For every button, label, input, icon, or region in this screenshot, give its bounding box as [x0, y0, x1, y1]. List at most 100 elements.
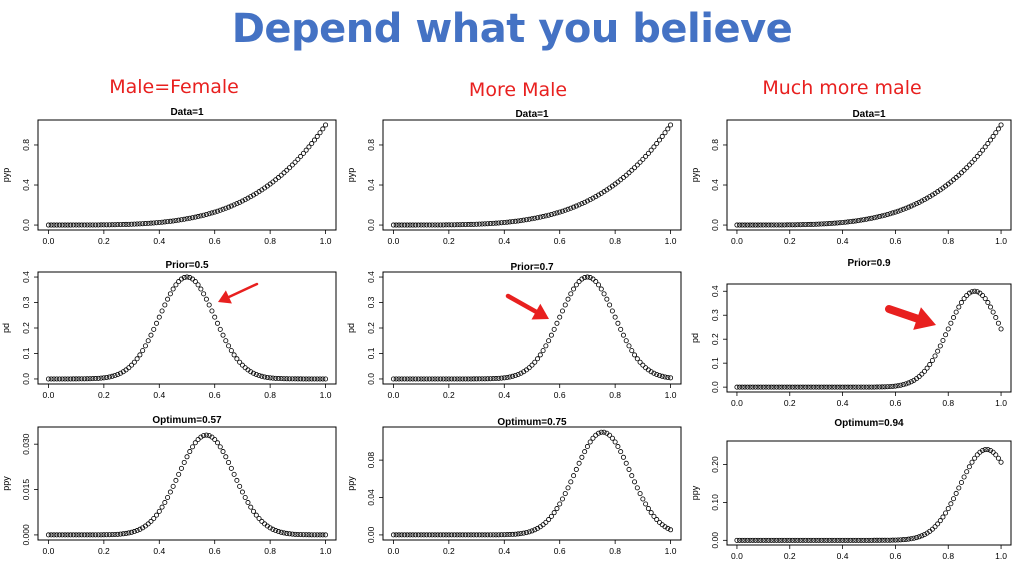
data-point	[840, 219, 846, 225]
data-point	[311, 137, 317, 143]
data-point	[615, 320, 621, 326]
data-point	[837, 384, 843, 390]
data-point	[390, 222, 396, 228]
data-point	[521, 530, 527, 536]
data-point	[181, 216, 187, 222]
data-point	[752, 537, 758, 543]
data-point	[45, 222, 51, 228]
data-point	[869, 215, 875, 221]
data-point	[499, 220, 505, 226]
data-point	[245, 500, 251, 506]
data-point	[156, 219, 162, 225]
data-point	[482, 532, 488, 538]
data-point	[106, 222, 112, 228]
data-point	[120, 531, 126, 537]
data-point	[861, 217, 867, 223]
data-point	[626, 466, 632, 472]
data-point	[874, 537, 880, 543]
data-point	[154, 320, 160, 326]
x-tick-label: 1.0	[665, 546, 677, 556]
data-point	[292, 531, 298, 537]
x-tick-label: 0.4	[837, 236, 849, 246]
data-point	[985, 447, 991, 453]
y-tick-label: 0.08	[366, 452, 376, 469]
data-point	[668, 122, 674, 128]
data-point	[281, 530, 287, 536]
data-point	[165, 494, 171, 500]
y-tick-label: 0.1	[710, 357, 720, 369]
data-point	[914, 201, 920, 207]
data-point	[540, 348, 546, 354]
data-point	[396, 222, 402, 228]
data-point	[156, 314, 162, 320]
data-point	[162, 500, 168, 506]
data-point	[651, 144, 657, 150]
data-point	[273, 375, 279, 381]
data-point	[115, 531, 121, 537]
data-point	[217, 444, 223, 450]
data-point	[173, 282, 179, 288]
data-point	[871, 537, 877, 543]
data-point	[471, 376, 477, 382]
data-point	[451, 376, 457, 382]
data-point	[632, 479, 638, 485]
plot-frame	[726, 440, 1012, 546]
y-tick-label: 0.3	[710, 309, 720, 321]
data-point	[214, 320, 220, 326]
data-point	[813, 537, 819, 543]
column-heading-male-equals-female: Male=Female	[109, 76, 239, 98]
data-point	[137, 526, 143, 532]
data-point	[295, 376, 301, 382]
data-point	[507, 532, 513, 538]
data-point	[758, 384, 764, 390]
data-point	[57, 532, 63, 538]
data-point	[317, 130, 323, 136]
data-point	[834, 537, 840, 543]
data-point	[532, 215, 538, 221]
data-point	[54, 222, 60, 228]
data-point	[623, 460, 629, 466]
data-point	[457, 532, 463, 538]
data-point	[206, 433, 212, 439]
data-point	[167, 291, 173, 297]
data-point	[797, 537, 803, 543]
data-point	[418, 222, 424, 228]
data-point	[390, 376, 396, 382]
data-point	[584, 198, 590, 204]
data-point	[620, 332, 626, 338]
data-point	[665, 126, 671, 132]
data-point	[932, 353, 938, 359]
data-point	[479, 532, 485, 538]
data-point	[98, 375, 104, 381]
data-point	[512, 372, 518, 378]
x-tick-label: 1.0	[995, 551, 1007, 561]
data-point	[787, 222, 793, 228]
y-tick-label: 0.04	[366, 489, 376, 506]
data-point	[747, 222, 753, 228]
data-point	[789, 537, 795, 543]
x-tick-label: 0.8	[609, 236, 621, 246]
data-point	[162, 302, 168, 308]
data-point	[972, 455, 978, 461]
data-point	[438, 532, 444, 538]
data-point	[853, 537, 859, 543]
data-point	[840, 537, 846, 543]
data-point	[410, 376, 416, 382]
x-tick-label: 0.0	[731, 551, 743, 561]
data-point	[275, 529, 281, 535]
x-tick-label: 0.0	[43, 236, 55, 246]
data-point	[571, 473, 577, 479]
data-point	[771, 384, 777, 390]
data-point	[858, 537, 864, 543]
data-point	[421, 532, 427, 538]
data-point	[774, 384, 780, 390]
plot-c2-r1: Data=1 pyp 0.0 0.2 0.4 0.6 0.8 1.0 0.0 0.4 0.8	[346, 109, 682, 246]
data-point	[760, 537, 766, 543]
data-point	[964, 292, 970, 298]
data-point	[159, 308, 165, 314]
data-point	[98, 532, 104, 538]
data-point	[737, 537, 743, 543]
data-point	[573, 203, 579, 209]
data-point	[65, 532, 71, 538]
data-point	[540, 214, 546, 220]
